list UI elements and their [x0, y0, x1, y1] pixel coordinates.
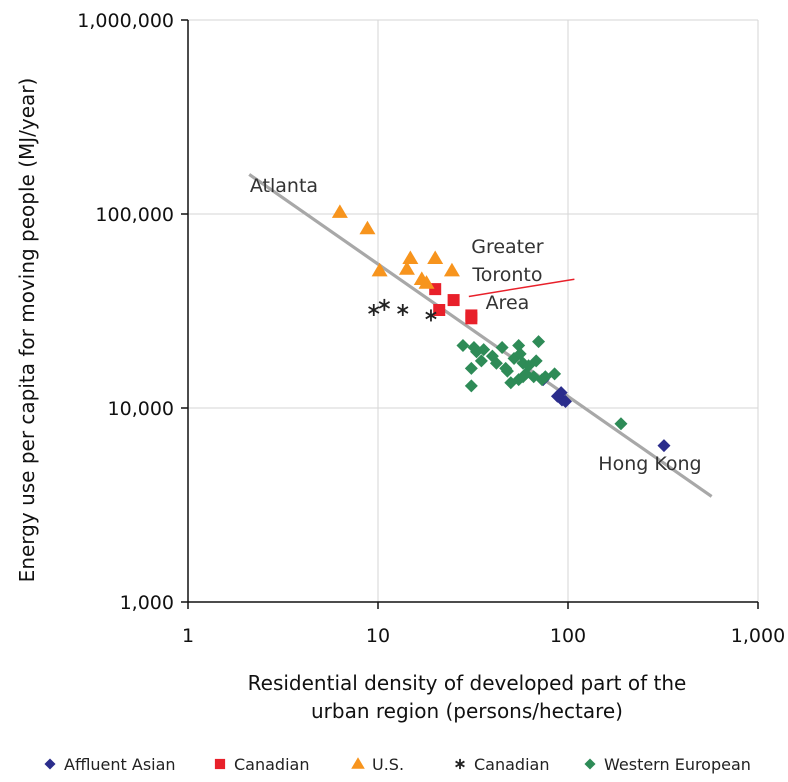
point-western-european: [495, 341, 509, 355]
trendline-group: [248, 173, 713, 498]
y-tick-label: 1,000: [120, 592, 174, 614]
point-u-s-: [398, 261, 415, 275]
x-tick-label: 100: [550, 625, 586, 647]
legend: Affluent Asian Canadian U.S. Canadian Wester…: [44, 755, 751, 774]
point-western-european: [456, 338, 470, 352]
legend-label: Affluent Asian: [64, 755, 176, 774]
legend-marker-diamond: [44, 758, 56, 770]
point-canadian: [368, 304, 380, 317]
annotation-label: Atlanta: [250, 175, 318, 197]
point-affluent-asian: [558, 395, 572, 409]
point-western-european: [464, 379, 478, 393]
series-canadian: [429, 283, 478, 325]
annotation-label: Area: [486, 292, 530, 314]
point-u-s-: [418, 275, 435, 289]
point-western-european: [489, 356, 503, 370]
x-tick-label: 1,000: [731, 625, 785, 647]
point-western-european: [614, 417, 628, 431]
data-points: [331, 204, 671, 453]
series-u-s-: [331, 204, 460, 289]
point-canadian: [397, 304, 409, 317]
point-u-s-: [427, 250, 444, 265]
series-affluent-asian: [536, 373, 671, 453]
point-western-european: [532, 335, 546, 349]
y-axis-title: Energy use per capita for moving people …: [15, 78, 39, 583]
point-western-european: [474, 354, 488, 368]
x-axis-title-line: Residential density of developed part of…: [248, 671, 687, 695]
point-western-european: [477, 343, 491, 357]
legend-entry: Canadian: [214, 755, 309, 774]
point-western-european: [504, 376, 518, 390]
point-western-european: [529, 354, 543, 368]
point-western-european: [500, 364, 514, 378]
point-u-s-: [371, 262, 388, 277]
legend-label: Canadian: [474, 755, 549, 774]
legend-entry: Western European: [584, 755, 751, 774]
point-canadian: [378, 298, 390, 311]
point-western-european: [512, 338, 526, 352]
point-canadian: [425, 309, 437, 322]
series-canadian: [368, 298, 437, 322]
point-canadian: [433, 304, 446, 317]
legend-label: Canadian: [234, 755, 309, 774]
point-western-european: [464, 361, 478, 375]
legend-label: U.S.: [372, 755, 404, 774]
legend-entry: Canadian: [455, 755, 549, 774]
series-western-european: [456, 335, 628, 431]
point-canadian: [465, 312, 478, 325]
legend-marker-diamond: [584, 758, 596, 770]
x-tick-label: 10: [366, 625, 390, 647]
legend-label: Western European: [604, 755, 751, 774]
legend-entry: U.S.: [351, 755, 404, 774]
point-affluent-asian: [657, 439, 671, 453]
point-affluent-asian: [554, 386, 568, 400]
point-western-european: [467, 341, 481, 355]
annotations: Atlanta Greater Toronto Area Hong Kong: [250, 175, 702, 475]
point-western-european: [519, 367, 533, 381]
gridlines: [188, 19, 759, 602]
x-tick-label: 1: [182, 625, 194, 647]
annotation-label: Hong Kong: [598, 453, 701, 475]
y-tick-label: 10,000: [108, 398, 174, 420]
point-u-s-: [402, 250, 419, 265]
legend-entry: Affluent Asian: [44, 755, 176, 774]
axes: 1,000 10,000 100,000 1,000,000 1 10 100 1,000 En…: [15, 10, 785, 723]
x-axis-title-line: urban region (persons/hectare): [311, 699, 623, 723]
point-western-european: [548, 367, 562, 381]
annotation-label: Greater: [471, 236, 544, 258]
legend-marker-triangle: [351, 757, 365, 769]
y-tick-label: 1,000,000: [77, 10, 174, 32]
toronto-pointer: [468, 278, 575, 298]
point-canadian: [447, 294, 460, 307]
y-tick-label: 100,000: [95, 204, 174, 226]
legend-marker-asterisk: [455, 758, 465, 770]
trendline: [248, 173, 713, 498]
point-u-s-: [359, 220, 376, 235]
legend-marker-square: [214, 758, 226, 770]
point-u-s-: [331, 204, 348, 218]
annotation-label: Toronto: [471, 264, 542, 286]
point-u-s-: [443, 262, 460, 277]
